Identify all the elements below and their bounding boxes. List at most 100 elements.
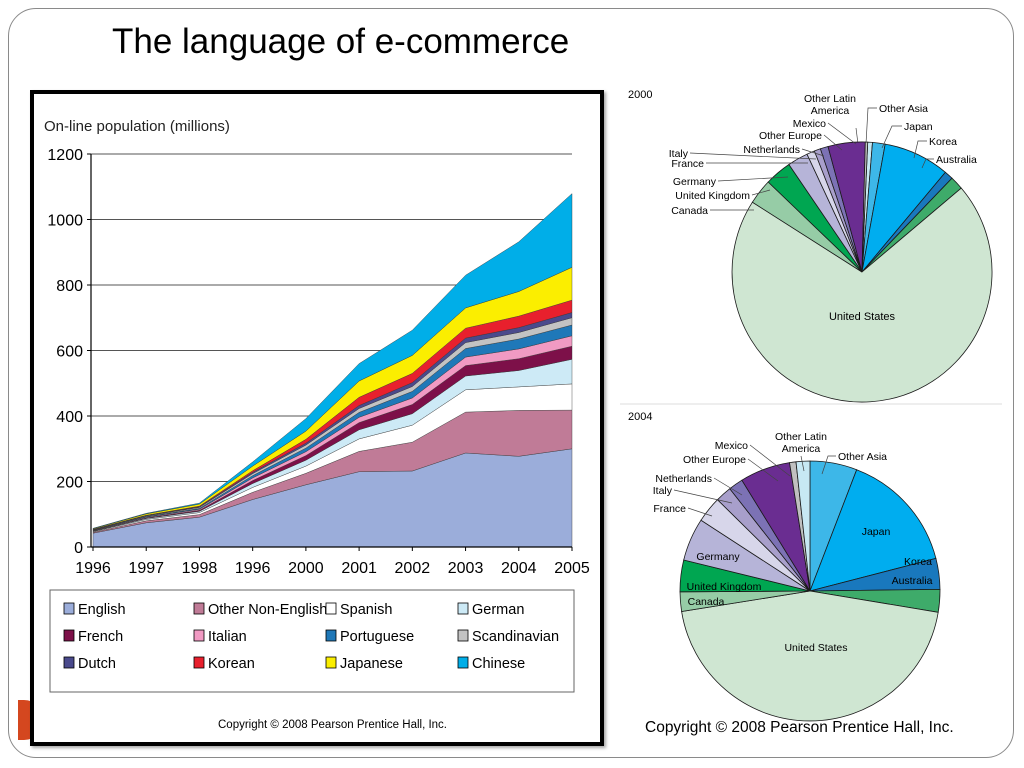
pie-slice-label: Canada	[671, 205, 708, 217]
pie-year-label: 2004	[628, 411, 652, 423]
legend-label: Portuguese	[340, 629, 414, 645]
leader-line	[673, 489, 733, 504]
leader-line	[800, 455, 805, 472]
y-tick-label: 800	[56, 278, 83, 295]
y-tick-label: 0	[74, 540, 83, 557]
legend-label: Korean	[208, 656, 255, 672]
pie-slice-label: Other Asia	[838, 451, 887, 463]
pie-slice-united-states	[681, 590, 939, 722]
legend-item: Italian	[193, 629, 247, 645]
pie-slice-label-line: America	[811, 105, 850, 117]
pie-slice-label: Germany	[696, 551, 740, 563]
legend-item: Other Non-English	[193, 602, 327, 618]
pie-slice-label: Mexico	[793, 118, 826, 130]
legend-label: French	[78, 629, 123, 645]
pie-slice-label: Italy	[653, 485, 673, 497]
legend-item: German	[457, 602, 524, 618]
pie-slice-label: Korea	[929, 136, 957, 148]
legend-label: German	[472, 602, 524, 618]
pie-slice-label: Mexico	[715, 440, 748, 452]
leader-line	[751, 189, 771, 196]
pie-slice-label: Australia	[936, 154, 977, 166]
legend-label: Japanese	[340, 656, 403, 672]
pie-slice-label: Germany	[673, 176, 717, 188]
pie-slice-label: United States	[829, 311, 896, 323]
pie-slice-label: United Kingdom	[687, 581, 762, 593]
pie-slice-label-line: Other Latin	[804, 93, 856, 105]
pie-slice-japan	[809, 469, 937, 592]
leader-line	[749, 444, 791, 477]
x-tick-label: 1996	[75, 560, 111, 577]
leader-line	[921, 158, 934, 169]
pie-slice-label: Korea	[904, 556, 932, 568]
legend-swatch	[193, 629, 205, 642]
y-tick-label: 1000	[47, 213, 83, 230]
legend-box	[49, 589, 575, 693]
legend-label: Scandinavian	[472, 629, 559, 645]
legend-swatch	[63, 629, 75, 642]
y-tick-label: 600	[56, 344, 83, 361]
pie-slice-label: France	[653, 503, 686, 515]
pie-slice-other-latin-america	[795, 460, 811, 592]
pie-slice-mexico	[861, 141, 869, 273]
chart-title: On-line population (millions)	[44, 118, 230, 135]
pie-slice-label: Other Latin America	[804, 93, 856, 117]
pie-slice-label: Italy	[669, 148, 689, 160]
pie-slice-label: Other Latin America	[775, 431, 827, 455]
legend-swatch	[325, 656, 337, 669]
x-tick-label: 2000	[288, 560, 324, 577]
leader-line	[881, 125, 902, 149]
pie-charts-panel: 2000 Other Latin America Other Asia Japan Kor…	[620, 84, 1002, 744]
legend-item: Korean	[193, 656, 255, 672]
x-tick-label: 1997	[128, 560, 164, 577]
legend-swatch	[63, 656, 75, 669]
pie-2004: 2004 Other Asia Japan Korea Australia United …	[628, 411, 941, 722]
pie-slice-label: Other Europe	[683, 454, 746, 466]
pie-slice-label: Canada	[688, 596, 725, 608]
area-chart: On-line population (millions) 0 200 400 600 8…	[44, 118, 590, 693]
pie-year-label: 2000	[628, 89, 652, 101]
legend-swatch	[457, 656, 469, 669]
x-tick-label: 1996	[235, 560, 271, 577]
x-tick-label: 2004	[501, 560, 537, 577]
pie-slice-label: Japan	[862, 526, 891, 538]
pie-slice-label: Other Europe	[759, 130, 822, 142]
leader-line	[865, 107, 877, 145]
pie-slice-label: Netherlands	[655, 473, 712, 485]
legend-item: Chinese	[457, 656, 525, 672]
legend-label: Italian	[208, 629, 247, 645]
pie-slice-label: United States	[784, 642, 847, 654]
leader-line	[687, 507, 713, 517]
legend-item: English	[63, 602, 126, 618]
pie-2000: 2000 Other Latin America Other Asia Japan Kor…	[628, 89, 993, 403]
x-tick-label: 2001	[341, 560, 377, 577]
legend-label: Spanish	[340, 602, 392, 618]
legend-item: French	[63, 629, 123, 645]
legend-label: Chinese	[472, 656, 525, 672]
pie-slice-label: Other Asia	[879, 103, 928, 115]
pie-slice-label: Japan	[904, 121, 933, 133]
pie-chart-copyright: Copyright © 2008 Pearson Prentice Hall, …	[645, 719, 954, 736]
legend-item: Dutch	[63, 656, 116, 672]
legend-item: Spanish	[325, 602, 392, 618]
pie-slice-label: Australia	[892, 575, 933, 587]
x-tick-label: 2003	[448, 560, 484, 577]
pie-slice-united-states	[731, 187, 993, 403]
leader-line	[855, 127, 859, 145]
legend-swatch	[193, 656, 205, 669]
leader-line	[717, 176, 789, 182]
x-tick-label: 2002	[395, 560, 431, 577]
leader-line	[823, 134, 843, 151]
pie-slice-label: France	[671, 158, 704, 170]
leader-line	[821, 455, 836, 475]
x-tick-label: 1998	[182, 560, 218, 577]
legend-swatch	[193, 602, 205, 615]
leader-line	[801, 148, 825, 157]
leader-line	[689, 152, 817, 160]
legend-item: Japanese	[325, 656, 403, 672]
y-tick-label: 200	[56, 475, 83, 492]
pie-slice-label: United Kingdom	[675, 190, 750, 202]
legend-swatch	[63, 602, 75, 615]
legend-item: Scandinavian	[457, 629, 559, 645]
slide-frame	[8, 8, 1014, 758]
